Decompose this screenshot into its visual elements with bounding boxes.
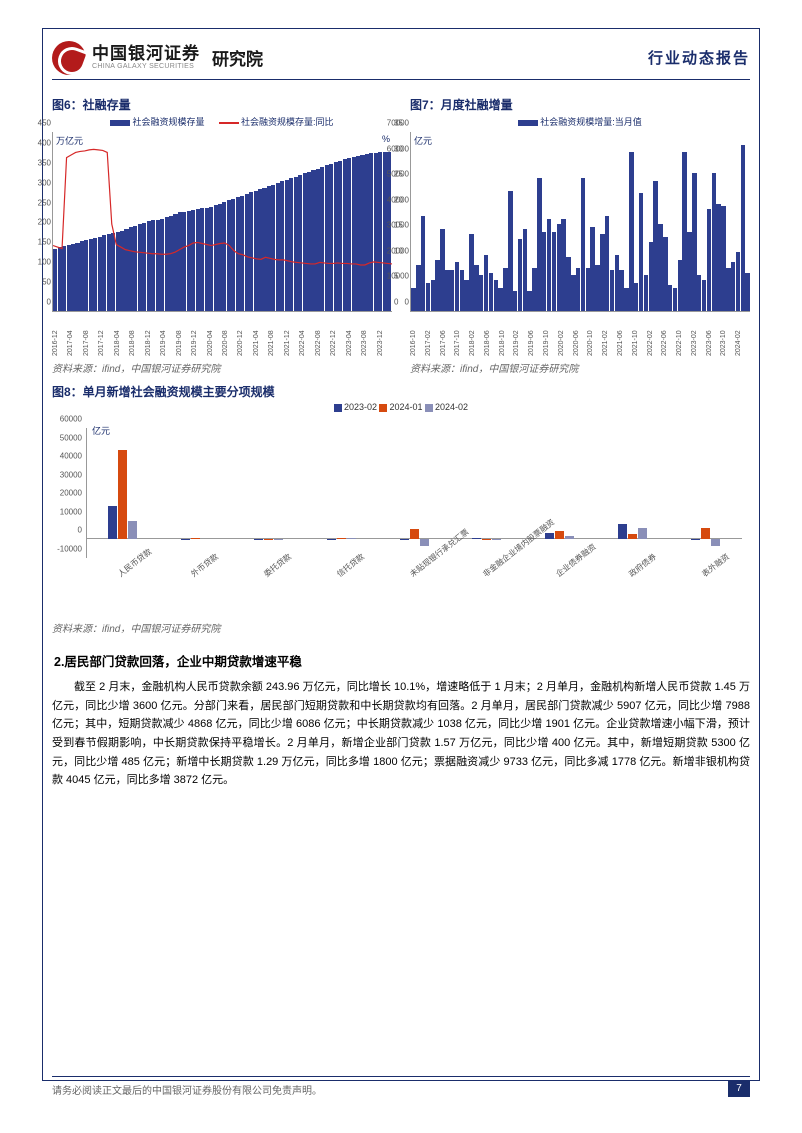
section-2-paragraph: 截至 2 月末，金融机构人民币贷款余额 243.96 万亿元，同比增长 10.1… [52, 678, 750, 790]
chart8-legend-2: 2024-01 [389, 402, 422, 412]
logo-icon [52, 41, 86, 75]
chart8-source: 资料来源：ifind，中国银河证券研究院 [52, 620, 750, 635]
section-2-heading: 2.居民部门贷款回落，企业中期贷款增速平稳 [54, 651, 750, 670]
chart8-swatch-3 [425, 404, 433, 412]
report-type: 行业动态报告 [648, 47, 750, 68]
chart6-legend: 社会融资规模存量 社会融资规模存量:同比 [52, 115, 392, 128]
chart8-yticks: -100000100002000030000400005000060000 [52, 428, 84, 558]
page-footer: 请务必阅读正文最后的中国银河证券股份有限公司免责声明。 7 [52, 1076, 750, 1097]
chart7-title: 图7：月度社融增量 [410, 96, 750, 113]
logo-block: 中国银河证券 CHINA GALAXY SECURITIES 研究院 [52, 41, 263, 75]
chart7-legend: 社会融资规模增量:当月值 [410, 115, 750, 128]
chart8-groups [86, 428, 742, 558]
chart6-swatch-line [219, 122, 239, 124]
chart-6: 图6：社融存量 社会融资规模存量 社会融资规模存量:同比 万亿元 % 05010… [52, 92, 392, 375]
chart7-xlabels: 2016-102017-022017-062017-102018-022018-… [410, 314, 750, 356]
chart8-frame: 亿元 -100000100002000030000400005000060000… [52, 416, 750, 616]
chart7-frame: 亿元 010000200003000040000500006000070000 [410, 132, 750, 312]
chart8-title: 图8：单月新增社会融资规模主要分项规模 [52, 383, 750, 400]
chart6-plot [53, 132, 392, 311]
chart8-legend-1: 2023-02 [344, 402, 377, 412]
page-number: 7 [728, 1081, 750, 1097]
chart6-legend-2: 社会融资规模存量:同比 [241, 117, 334, 127]
chart8-xlabels: 人民币贷款外币贷款委托贷款信托贷款未贴现银行承兑汇票非金融企业境内股票融资企业债… [86, 560, 742, 616]
charts-row-1: 图6：社融存量 社会融资规模存量 社会融资规模存量:同比 万亿元 % 05010… [52, 92, 750, 375]
chart6-title: 图6：社融存量 [52, 96, 392, 113]
footer-disclaimer: 请务必阅读正文最后的中国银河证券股份有限公司免责声明。 [52, 1082, 322, 1097]
logo-text: 中国银河证券 CHINA GALAXY SECURITIES [92, 45, 200, 70]
content-area: 图6：社融存量 社会融资规模存量 社会融资规模存量:同比 万亿元 % 05010… [52, 92, 750, 1061]
chart6-xlabels: 2016-122017-042017-082017-122018-042018-… [52, 314, 392, 356]
chart6-yticks-left: 050100150200250300350400450 [27, 132, 51, 311]
logo-cn: 中国银河证券 [92, 45, 200, 63]
chart8-swatch-2 [379, 404, 387, 412]
chart7-source: 资料来源：ifind，中国银河证券研究院 [410, 360, 750, 375]
chart6-frame: 万亿元 % 050100150200250300350400450 051015… [52, 132, 392, 312]
chart6-legend-1: 社会融资规模存量 [132, 117, 204, 127]
page-header: 中国银河证券 CHINA GALAXY SECURITIES 研究院 行业动态报… [52, 36, 750, 80]
chart8-legend-3: 2024-02 [435, 402, 468, 412]
logo-en: CHINA GALAXY SECURITIES [92, 63, 200, 70]
chart6-line [53, 132, 392, 311]
chart-8: 图8：单月新增社会融资规模主要分项规模 2023-02 2024-01 2024… [52, 383, 750, 635]
chart-7: 图7：月度社融增量 社会融资规模增量:当月值 亿元 01000020000300… [410, 92, 750, 375]
chart7-yticks: 010000200003000040000500006000070000 [385, 132, 409, 311]
chart6-source: 资料来源：ifind，中国银河证券研究院 [52, 360, 392, 375]
chart8-swatch-1 [334, 404, 342, 412]
chart8-legend: 2023-02 2024-01 2024-02 [52, 402, 750, 412]
chart6-swatch-bar [110, 120, 130, 126]
logo-institute: 研究院 [212, 45, 263, 70]
chart7-legend-text: 社会融资规模增量:当月值 [540, 117, 642, 127]
chart7-swatch [518, 120, 538, 126]
chart7-plot [411, 132, 750, 311]
chart7-bars [411, 132, 750, 311]
